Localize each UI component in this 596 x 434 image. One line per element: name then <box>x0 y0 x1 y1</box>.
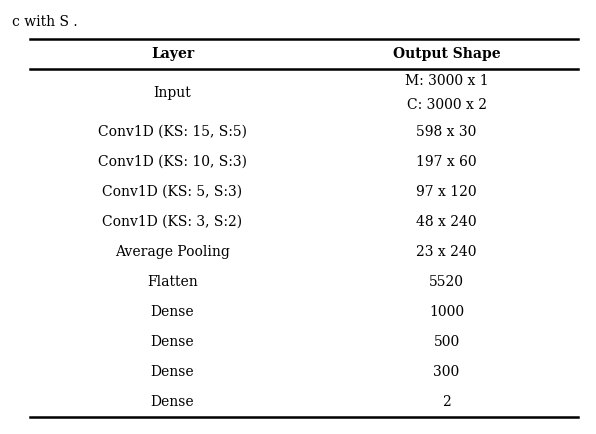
Text: Conv1D (KS: 10, S:3): Conv1D (KS: 10, S:3) <box>98 155 247 169</box>
Text: 23 x 240: 23 x 240 <box>416 245 477 259</box>
Text: M: 3000 x 1: M: 3000 x 1 <box>405 75 488 89</box>
Text: Conv1D (KS: 3, S:2): Conv1D (KS: 3, S:2) <box>103 215 243 229</box>
Text: Output Shape: Output Shape <box>393 47 500 61</box>
Text: c with S .: c with S . <box>12 15 77 29</box>
Text: 97 x 120: 97 x 120 <box>416 185 477 199</box>
Text: Dense: Dense <box>151 305 194 319</box>
Text: Dense: Dense <box>151 365 194 379</box>
Text: 2: 2 <box>442 395 451 409</box>
Text: Input: Input <box>154 86 191 100</box>
Text: Conv1D (KS: 15, S:5): Conv1D (KS: 15, S:5) <box>98 125 247 139</box>
Text: 197 x 60: 197 x 60 <box>416 155 477 169</box>
Text: 48 x 240: 48 x 240 <box>416 215 477 229</box>
Text: 300: 300 <box>433 365 460 379</box>
Text: Flatten: Flatten <box>147 275 198 289</box>
Text: 598 x 30: 598 x 30 <box>417 125 477 139</box>
Text: 5520: 5520 <box>429 275 464 289</box>
Text: Dense: Dense <box>151 335 194 349</box>
Text: C: 3000 x 2: C: 3000 x 2 <box>406 98 486 112</box>
Text: Average Pooling: Average Pooling <box>115 245 230 259</box>
Text: Conv1D (KS: 5, S:3): Conv1D (KS: 5, S:3) <box>103 185 243 199</box>
Text: 1000: 1000 <box>429 305 464 319</box>
Text: Dense: Dense <box>151 395 194 409</box>
Text: Layer: Layer <box>151 47 194 61</box>
Text: 500: 500 <box>433 335 460 349</box>
